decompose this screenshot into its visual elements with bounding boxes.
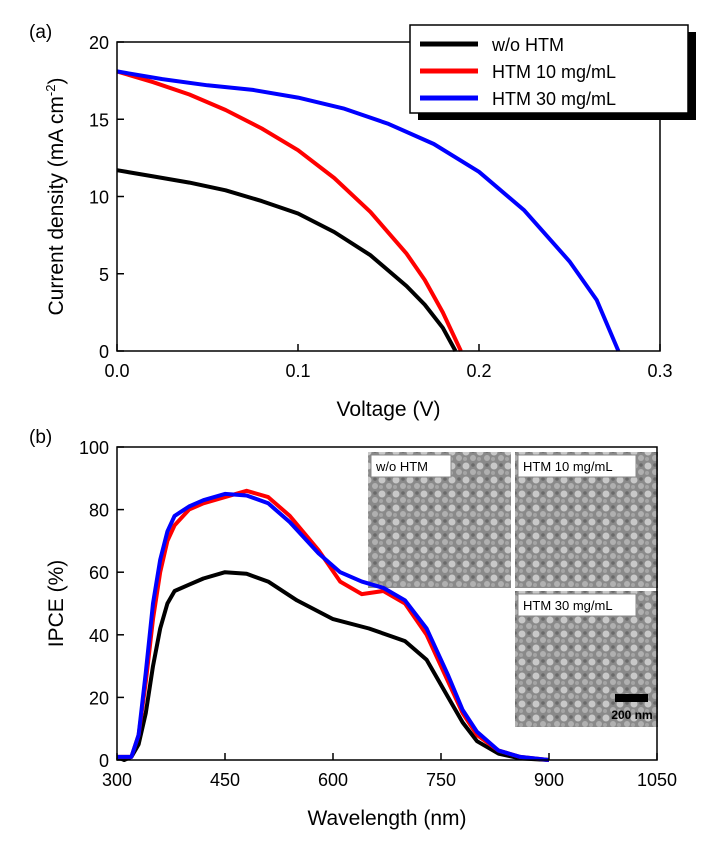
- x-tick-label: 0.3: [647, 361, 672, 381]
- inset-label: w/o HTM: [375, 459, 428, 474]
- series-line: [116, 570, 550, 762]
- inset-label-box: [370, 454, 452, 478]
- legend-label: HTM 30 mg/mL: [492, 89, 616, 109]
- series-line: [116, 69, 621, 352]
- inset-label: HTM 30 mg/mL: [523, 598, 613, 613]
- inset-label-box: [517, 593, 637, 617]
- x-tick-label: 0.0: [104, 361, 129, 381]
- x-tick-label: 0.1: [285, 361, 310, 381]
- y-tick-label: 100: [79, 438, 109, 458]
- panel-label: (b): [29, 427, 52, 448]
- legend-label: w/o HTM: [491, 35, 564, 55]
- x-tick-label: 1050: [637, 770, 677, 790]
- y-tick-label: 80: [89, 501, 109, 521]
- legend-label: HTM 10 mg/mL: [492, 62, 616, 82]
- x-tick-label: 450: [210, 770, 240, 790]
- x-tick-label: 600: [318, 770, 348, 790]
- y-tick-label: 20: [89, 33, 109, 53]
- series-line: [116, 69, 463, 352]
- y-tick-label: 20: [89, 688, 109, 708]
- y-tick-label: 40: [89, 626, 109, 646]
- y-axis-label-sup: -2: [43, 85, 58, 97]
- x-tick-label: 900: [534, 770, 564, 790]
- y-axis-label-text: IPCE (%): [45, 560, 68, 648]
- series-line: [117, 491, 550, 762]
- y-axis-label: IPCE (%): [45, 560, 68, 648]
- x-axis-label: Wavelength (nm): [307, 807, 466, 830]
- y-axis-label-text: Current density (mA cm: [45, 96, 68, 315]
- inset-label-box: [517, 454, 637, 478]
- y-tick-label: 15: [89, 110, 109, 130]
- y-tick-label: 10: [89, 188, 109, 208]
- inset-label: HTM 10 mg/mL: [523, 459, 613, 474]
- series-line: [116, 168, 458, 352]
- y-tick-label: 5: [99, 265, 109, 285]
- panel-label: (a): [29, 22, 52, 43]
- x-tick-label: 750: [426, 770, 456, 790]
- y-tick-label: 0: [99, 342, 109, 362]
- x-tick-label: 300: [102, 770, 132, 790]
- x-axis-label: Voltage (V): [337, 398, 441, 421]
- x-tick-label: 0.2: [466, 361, 491, 381]
- y-tick-label: 60: [89, 563, 109, 583]
- y-axis-label-end: ): [45, 78, 68, 85]
- y-axis-label: Current density (mA cm-2): [43, 78, 68, 316]
- scale-bar: [615, 694, 648, 702]
- scale-bar-label: 200 nm: [611, 708, 652, 722]
- y-tick-label: 0: [99, 751, 109, 771]
- plot-frame: [116, 446, 658, 761]
